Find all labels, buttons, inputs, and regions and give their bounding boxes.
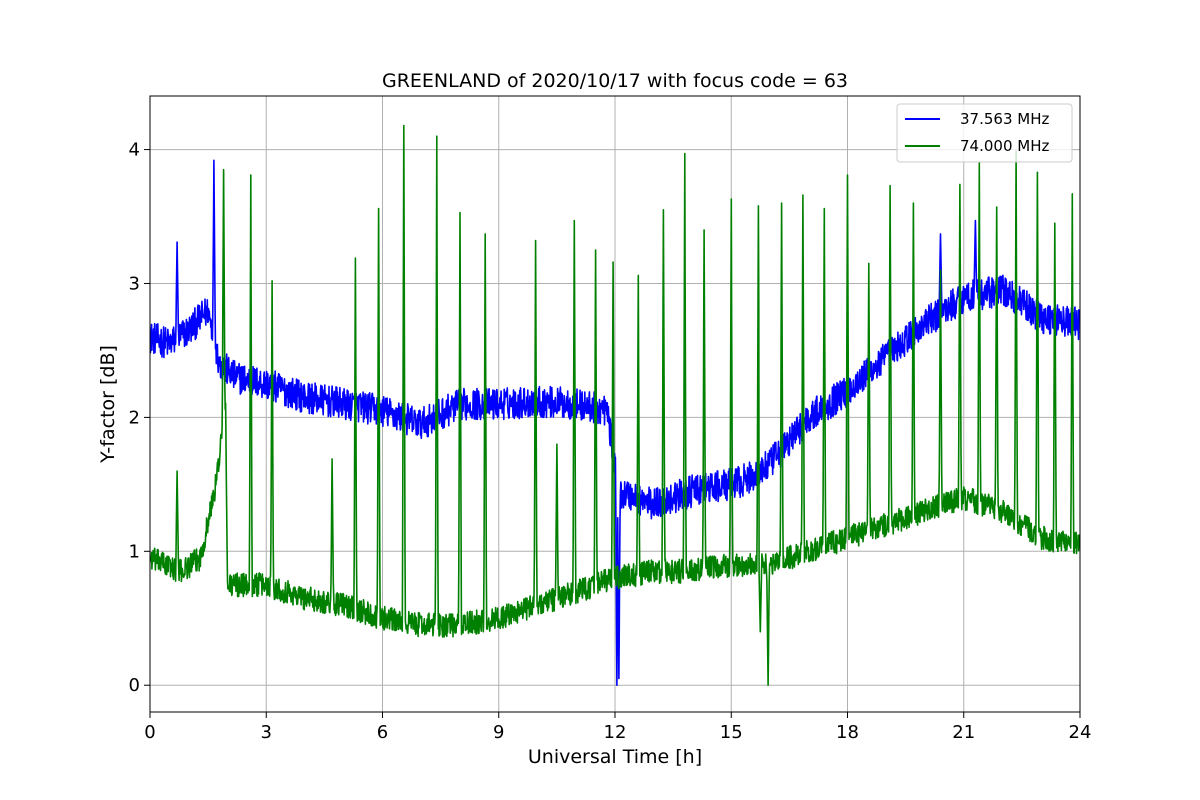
x-tick-label: 12 (604, 722, 627, 743)
x-tick-label: 24 (1069, 722, 1092, 743)
legend-label-series-2: 74.000 MHz (960, 137, 1049, 155)
legend: 37.563 MHz 74.000 MHz (896, 103, 1073, 163)
x-tick-label: 21 (952, 722, 975, 743)
x-tick-label: 18 (836, 722, 859, 743)
chart-title: GREENLAND of 2020/10/17 with focus code … (382, 70, 848, 92)
plot-area (150, 124, 1080, 687)
x-axis-label: Universal Time [h] (528, 746, 702, 768)
x-tick-label: 15 (720, 722, 743, 743)
x-tick-label: 6 (377, 722, 388, 743)
legend-box (896, 103, 1073, 163)
x-tick-label: 3 (261, 722, 272, 743)
y-tick-label: 2 (129, 407, 140, 428)
y-tick-label: 0 (129, 675, 140, 696)
y-tick-label: 1 (129, 541, 140, 562)
y-tick-label: 3 (129, 273, 140, 294)
legend-label-series-1: 37.563 MHz (960, 110, 1049, 128)
x-axis: 0 3 6 9 12 15 18 21 24 (144, 712, 1091, 743)
y-axis-label: Y-factor [dB] (97, 345, 119, 464)
x-tick-label: 9 (493, 722, 504, 743)
series-line-1 (150, 159, 1080, 687)
x-tick-label: 0 (144, 722, 155, 743)
series-line-2 (150, 124, 1080, 687)
y-tick-label: 4 (129, 140, 140, 161)
y-axis: 0 1 2 3 4 (129, 140, 150, 696)
